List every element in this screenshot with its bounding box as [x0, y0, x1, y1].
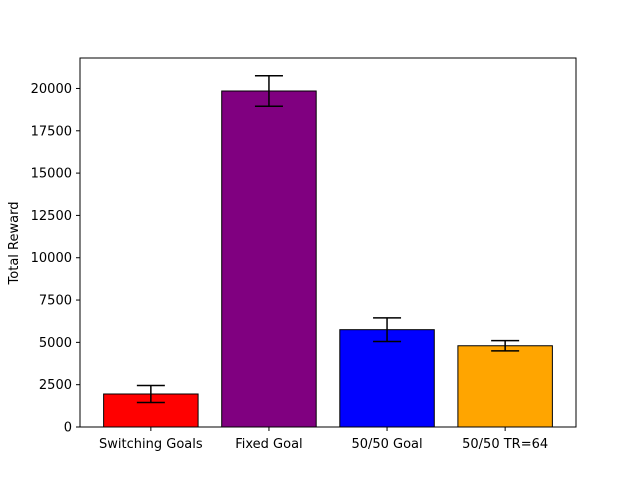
- bar: [457, 345, 553, 428]
- bars-group: [103, 90, 553, 428]
- y-tick-label: 12500: [31, 209, 72, 224]
- y-tick-label: 20000: [31, 82, 72, 97]
- x-tick-label: Switching Goals: [99, 437, 203, 452]
- y-tick-label: 0: [64, 421, 72, 436]
- error-bars-group: [136, 75, 520, 404]
- y-tick-label: 10000: [31, 251, 72, 266]
- y-tick-label: 7500: [39, 294, 72, 309]
- y-tick-label: 2500: [39, 378, 72, 393]
- x-tick-label: 50/50 TR=64: [462, 437, 548, 452]
- y-tick-label: 15000: [31, 167, 72, 182]
- x-tick-label: Fixed Goal: [235, 437, 302, 452]
- y-tick-label: 5000: [39, 336, 72, 351]
- y-tick-label: 17500: [31, 124, 72, 139]
- x-axis: Switching Goals Fixed Goal 50/50 Goal 50/50…: [99, 427, 548, 452]
- x-tick-label: 50/50 Goal: [351, 437, 422, 452]
- y-axis: 0 2500 5000 7500 10000 12500 15000 17500 20000: [31, 82, 80, 436]
- plot-frame: [79, 57, 577, 428]
- bar: [339, 329, 435, 428]
- bar: [221, 90, 317, 428]
- y-axis-label: Total Reward: [7, 202, 22, 286]
